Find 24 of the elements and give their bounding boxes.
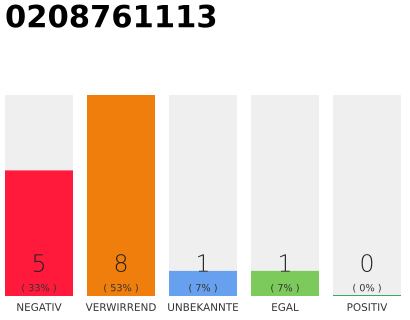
bar (251, 270, 319, 296)
bar (251, 95, 319, 271)
annotation: ( 7% ) (271, 284, 299, 292)
annotation: ( 53% ) (104, 284, 138, 292)
data-label: 1 (280, 254, 290, 272)
x-tick-label: EGAL (272, 303, 299, 312)
bar (169, 270, 237, 296)
data-label: 0 (362, 254, 372, 272)
bar (169, 95, 237, 271)
bar (87, 95, 155, 296)
chart-title: 0208761113 (6, 4, 216, 28)
data-label: 5 (34, 254, 44, 272)
data-label: 8 (116, 254, 126, 272)
annotation: ( 33% ) (22, 284, 56, 292)
data-label: 1 (198, 254, 208, 272)
x-tick-label: VERWIRREND (86, 303, 156, 311)
x-tick-label: UNBEKANNTE (168, 303, 238, 312)
bar (333, 95, 401, 296)
bar (5, 95, 73, 170)
x-tick-label: NEGATIV (17, 303, 62, 312)
annotation: ( 7% ) (189, 284, 217, 292)
x-tick-label: POSITIV (348, 303, 388, 312)
annotation: ( 0% ) (353, 284, 381, 292)
bar (5, 170, 73, 296)
